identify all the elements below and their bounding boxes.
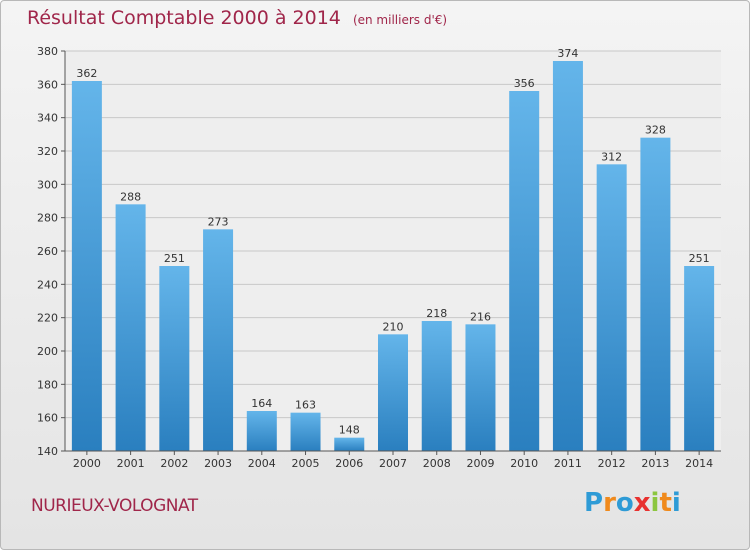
value-label: 251	[164, 252, 185, 265]
y-tick-label: 380	[37, 45, 58, 58]
value-label: 312	[601, 150, 622, 163]
commune-name: NURIEUX-VOLOGNAT	[31, 496, 198, 516]
y-tick-label: 300	[37, 178, 58, 191]
x-tick-label: 2013	[641, 457, 669, 470]
chart-subtitle: (en milliers d'€)	[352, 13, 448, 27]
value-label: 210	[383, 320, 404, 333]
value-label: 273	[208, 215, 229, 228]
y-tick-label: 220	[37, 312, 58, 325]
y-tick-label: 140	[37, 445, 58, 458]
bar-2000	[71, 81, 102, 451]
value-label: 216	[470, 310, 491, 323]
logo-letter: o	[615, 488, 634, 518]
x-tick-label: 2006	[335, 457, 363, 470]
logo-letter: i	[650, 488, 660, 518]
bar-2005	[290, 412, 321, 451]
y-tick-label: 260	[37, 245, 58, 258]
bar-2013	[640, 137, 671, 451]
y-tick-label: 240	[37, 278, 58, 291]
proxiti-logo: Proxiti	[584, 488, 681, 518]
bar-2006	[334, 437, 365, 451]
y-tick-label: 200	[37, 345, 58, 358]
value-label: 163	[295, 399, 316, 412]
bar-2014	[684, 266, 715, 451]
x-tick-label: 2009	[466, 457, 494, 470]
bar-2010	[509, 91, 540, 451]
bar-2008	[421, 321, 452, 451]
x-tick-label: 2008	[423, 457, 451, 470]
logo-letter: P	[584, 488, 604, 518]
x-tick-label: 2001	[117, 457, 145, 470]
bar-2002	[159, 266, 190, 451]
value-label: 356	[514, 77, 535, 90]
value-label: 288	[120, 190, 141, 203]
value-label: 251	[689, 252, 710, 265]
x-tick-label: 2011	[554, 457, 582, 470]
y-tick-label: 280	[37, 212, 58, 225]
x-tick-label: 2005	[292, 457, 320, 470]
bar-2011	[552, 61, 583, 451]
y-tick-label: 360	[37, 78, 58, 91]
x-tick-label: 2014	[685, 457, 713, 470]
x-tick-label: 2000	[73, 457, 101, 470]
x-tick-label: 2002	[160, 457, 188, 470]
value-label: 362	[76, 67, 97, 80]
value-label: 328	[645, 124, 666, 137]
bar-2001	[115, 204, 146, 451]
value-label: 374	[557, 47, 578, 60]
logo-letter: i	[671, 488, 681, 518]
x-tick-label: 2010	[510, 457, 538, 470]
logo-letter: t	[659, 488, 672, 518]
y-tick-label: 320	[37, 145, 58, 158]
bar-2007	[378, 334, 408, 451]
value-label: 148	[339, 424, 360, 437]
chart-title: Résultat Comptable 2000 à 2014 (en milli…	[27, 7, 447, 29]
y-tick-label: 340	[37, 112, 58, 125]
logo-letter: x	[633, 488, 651, 518]
bar-2009	[465, 324, 496, 451]
x-tick-label: 2004	[248, 457, 276, 470]
value-label: 164	[251, 397, 272, 410]
chart-title-text: Résultat Comptable 2000 à 2014	[27, 7, 341, 29]
x-tick-label: 2007	[379, 457, 407, 470]
logo-letter: r	[603, 488, 616, 518]
y-tick-label: 180	[37, 378, 58, 391]
y-tick-label: 160	[37, 412, 58, 425]
bar-2012	[596, 164, 627, 452]
x-tick-label: 2012	[598, 457, 626, 470]
bar-2004	[246, 411, 277, 451]
value-label: 218	[426, 307, 447, 320]
bar-2003	[203, 229, 234, 451]
x-tick-label: 2003	[204, 457, 232, 470]
